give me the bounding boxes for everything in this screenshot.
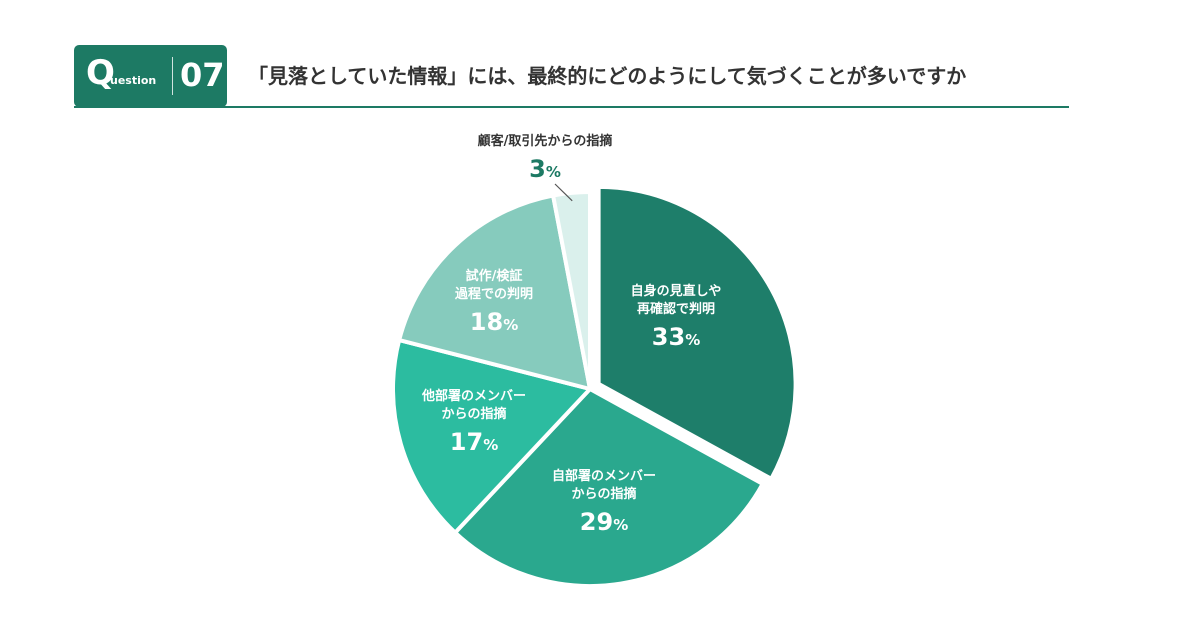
question-title: 「見落としていた情報」には、最終的にどのようにして気づくことが多いですか: [248, 64, 967, 88]
pie-slice-1: [453, 387, 765, 588]
slice-value-4: 3%: [529, 155, 561, 183]
pie-slices: [391, 184, 798, 588]
pie-slice-2: [391, 338, 592, 535]
slice-label-1-line-0: 自部署のメンバー: [552, 468, 656, 484]
pie-slice-4: [551, 190, 592, 391]
pie-labels: 自身の見直しや再確認で判明33%自部署のメンバーからの指摘29%他部署のメンバー…: [421, 133, 721, 536]
title-underline: [74, 106, 1069, 108]
pie-slice-3: [397, 193, 592, 391]
slice-value-2: 17%: [450, 428, 498, 456]
slice-label-3-line-1: 過程での判明: [454, 286, 533, 302]
slice-leader-line-4: [554, 183, 573, 202]
slice-label-2-line-1: からの指摘: [441, 406, 506, 422]
slice-label-1-line-1: からの指摘: [571, 486, 636, 502]
slice-label-4-line-0: 顧客/取引先からの指摘: [478, 133, 613, 149]
slice-value-3: 18%: [470, 308, 518, 336]
slice-label-0-line-0: 自身の見直しや: [631, 283, 722, 299]
pie-slice-0: [596, 184, 798, 481]
slice-label-3-line-0: 試作/検証: [466, 268, 523, 284]
question-badge: Q uestion 07: [74, 45, 227, 107]
badge-q-letter: Q: [86, 53, 115, 93]
badge-question-word: uestion: [110, 74, 157, 87]
slice-value-1: 29%: [580, 508, 628, 536]
slice-label-0-line-1: 再確認で判明: [637, 301, 715, 317]
badge-divider: [172, 57, 173, 95]
badge-question-number: 07: [180, 56, 225, 94]
slice-value-0: 33%: [652, 323, 700, 351]
slice-label-2-line-0: 他部署のメンバー: [421, 388, 526, 404]
